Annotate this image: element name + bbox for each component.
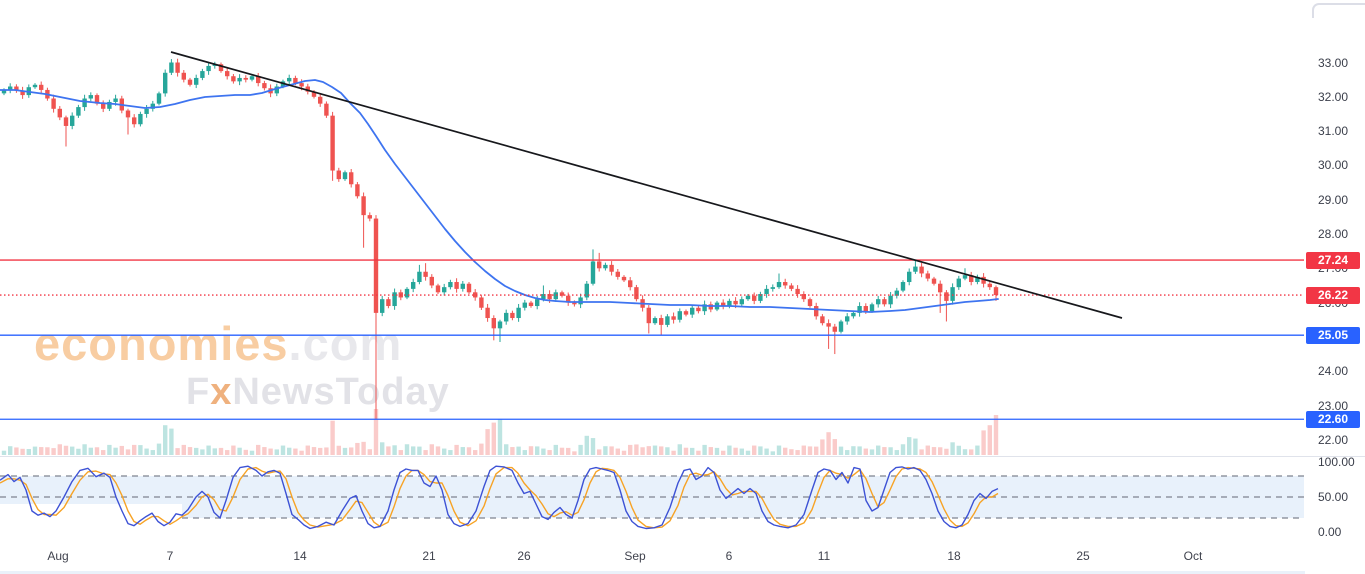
price-tick: 23.00	[1318, 398, 1349, 413]
moving-average-line[interactable]	[0, 79, 999, 313]
bottom-scroll-strip	[0, 571, 1305, 574]
price-line-tag-support[interactable]: 25.05	[1306, 326, 1360, 344]
time-tick: 14	[293, 549, 307, 563]
watermark-tagline-f: F	[186, 371, 211, 413]
price-tick: 33.00	[1318, 55, 1349, 70]
watermark-suffix: .com	[288, 317, 403, 370]
time-tick: 6	[725, 549, 733, 563]
price-line-tag-current[interactable]: 26.22	[1306, 286, 1360, 304]
time-tick: 26	[517, 549, 531, 563]
time-tick: 25	[1076, 549, 1090, 563]
watermark-tagline-rest: NewsToday	[232, 371, 450, 413]
price-tick: 29.00	[1318, 192, 1349, 207]
price-tick: 28.00	[1318, 227, 1349, 241]
oscillator-tick: 50.00	[1318, 490, 1349, 504]
time-tick: Oct	[1183, 549, 1203, 563]
price-tick: 22.00	[1318, 432, 1349, 447]
watermark-brand-line: economies.com	[34, 320, 450, 367]
price-tick: 30.00	[1318, 158, 1349, 173]
candlestick-series[interactable]	[1, 58, 999, 420]
scale-settings-tab[interactable]	[1312, 3, 1365, 18]
time-tick: 18	[947, 549, 961, 563]
time-tick: Aug	[47, 549, 69, 563]
volume-bars	[1, 409, 999, 455]
stochastic-lines[interactable]	[0, 465, 999, 530]
price-line-tag-support-low[interactable]: 22.60	[1306, 410, 1360, 428]
price-line-tag-resistance[interactable]: 27.24	[1306, 251, 1360, 269]
stochastic-band	[0, 475, 1304, 524]
descending-trendline[interactable]	[170, 51, 1123, 319]
price-tick: 31.00	[1318, 124, 1349, 139]
watermark-tagline: FxNewsToday	[186, 373, 450, 411]
price-axis[interactable]: 27.24 26.22 25.05 22.60 33.00 32.00 31.00 3…	[1304, 0, 1365, 540]
watermark-brand: economies	[34, 317, 289, 370]
time-tick: 7	[166, 549, 174, 563]
time-tick: 11	[817, 549, 831, 563]
time-tick: 21	[422, 549, 436, 563]
watermark-tagline-x: x	[210, 371, 233, 413]
watermark: economies.com FxNewsToday	[34, 320, 450, 411]
price-tick: 32.00	[1318, 89, 1349, 104]
horizontal-price-lines[interactable]	[0, 259, 1304, 420]
time-axis[interactable]: Aug 7 14 21 26 Sep 6 11 18 25 Oct	[0, 540, 1365, 574]
price-tick: 24.00	[1318, 364, 1349, 379]
oscillator-tick: 100.00	[1318, 455, 1355, 469]
oscillator-tick: 0.00	[1318, 525, 1342, 539]
time-tick: Sep	[624, 549, 646, 563]
